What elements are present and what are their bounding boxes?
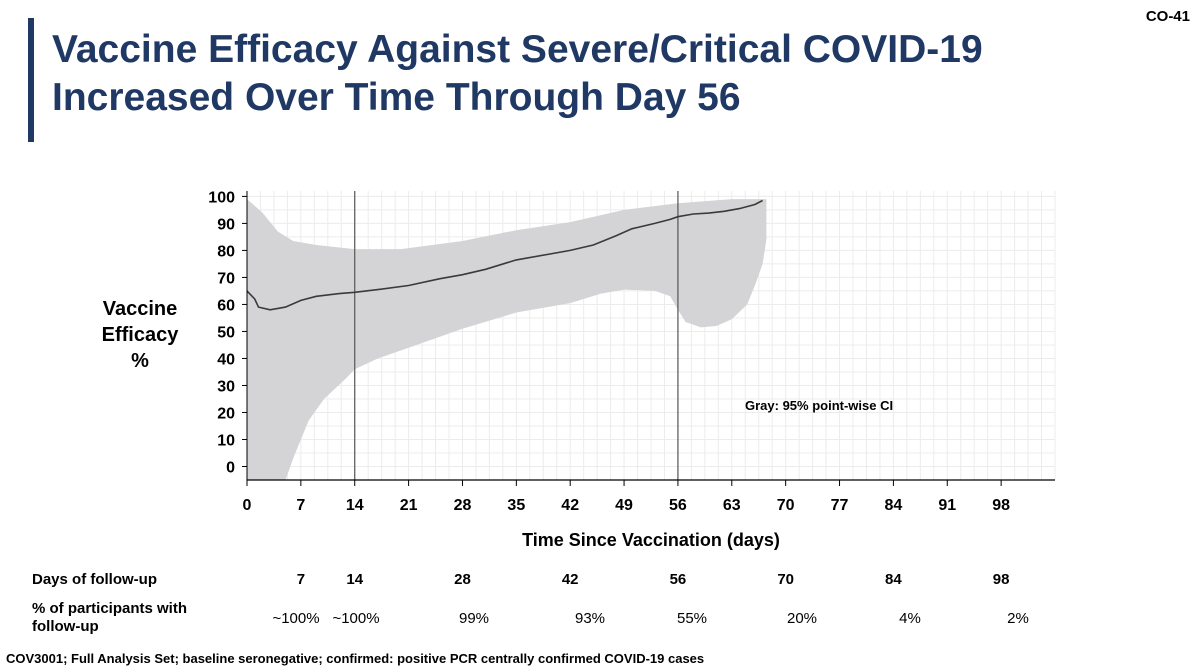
ci-band — [247, 199, 767, 480]
x-tick-label: 0 — [243, 497, 252, 514]
participants-follow-up-label: % of participants with follow-up — [32, 600, 187, 636]
slide-id: CO-41 — [1145, 8, 1190, 25]
y-tick-label: 60 — [217, 297, 235, 314]
days-cell: 28 — [454, 571, 471, 588]
x-tick-label: 14 — [346, 497, 364, 514]
pct-cell: ~100% — [272, 610, 320, 627]
pct-cell: 2% — [1007, 610, 1029, 627]
pct-cell: 55% — [676, 610, 708, 627]
x-tick-label: 42 — [561, 497, 579, 514]
y-axis-label: Vaccine Efficacy % — [92, 296, 188, 374]
y-axis-label-line-3: % — [131, 350, 149, 372]
y-tick-label: 50 — [217, 324, 235, 341]
title-accent-bar — [28, 18, 34, 142]
days-cell: 84 — [885, 571, 902, 588]
days-of-follow-up-row: Days of follow-up 7 14 28 42 56 70 84 98 — [0, 571, 1200, 611]
footnote: COV3001; Full Analysis Set; baseline ser… — [6, 651, 705, 666]
x-tick-label: 49 — [615, 497, 633, 514]
pct-cell: 4% — [899, 610, 921, 627]
y-tick-label: 80 — [217, 243, 235, 260]
days-cell: 7 — [296, 571, 306, 588]
days-cell: 98 — [992, 571, 1010, 588]
x-axis-label: Time Since Vaccination (days) — [522, 530, 780, 550]
y-tick-label: 10 — [217, 432, 235, 449]
x-tick-label: 70 — [777, 497, 795, 514]
efficacy-estimate-line — [246, 199, 763, 311]
x-tick-label: 77 — [831, 497, 849, 514]
y-tick-label: 100 — [208, 189, 235, 206]
y-tick-label: 20 — [217, 405, 235, 422]
participants-follow-up-label-line-1: % of participants with — [32, 600, 188, 617]
slide-title: Vaccine Efficacy Against Severe/Critical… — [52, 26, 1132, 122]
pct-cell: 93% — [574, 610, 606, 627]
pct-cell: ~100% — [332, 610, 380, 627]
pct-cell: 99% — [458, 610, 490, 627]
x-tick-label: 35 — [507, 497, 525, 514]
pct-cell: 20% — [786, 610, 818, 627]
y-axis-label-line-2: Efficacy — [101, 324, 179, 346]
days-cell: 56 — [669, 571, 687, 588]
days-of-follow-up-label: Days of follow-up — [32, 571, 157, 588]
x-tick-label: 63 — [723, 497, 741, 514]
days-cell: 70 — [777, 571, 794, 588]
x-tick-label: 98 — [992, 497, 1010, 514]
y-axis-label-line-1: Vaccine — [102, 298, 178, 320]
x-tick-label: 91 — [938, 497, 956, 514]
days-cell: 42 — [561, 571, 579, 588]
y-tick-label: 40 — [217, 351, 235, 368]
participants-follow-up-row: % of participants with follow-up ~100% ~1… — [0, 600, 1200, 648]
x-tick-label: 84 — [885, 497, 903, 514]
title-line-1: Vaccine Efficacy Against Severe/Critical… — [52, 28, 983, 71]
x-tick-label: 7 — [296, 497, 305, 514]
y-tick-label: 70 — [217, 270, 235, 287]
y-tick-label: 90 — [217, 216, 235, 233]
title-line-2: Increased Over Time Through Day 56 — [52, 76, 741, 119]
participants-follow-up-label-line-2: follow-up — [32, 618, 99, 635]
x-tick-label: 56 — [669, 497, 687, 514]
x-tick-label: 28 — [454, 497, 472, 514]
x-tick-label: 21 — [400, 497, 418, 514]
y-tick-label: 30 — [217, 378, 235, 395]
y-tick-label: 0 — [226, 459, 235, 476]
days-cell: 14 — [346, 571, 364, 588]
ci-annotation: Gray: 95% point-wise CI — [745, 398, 893, 413]
